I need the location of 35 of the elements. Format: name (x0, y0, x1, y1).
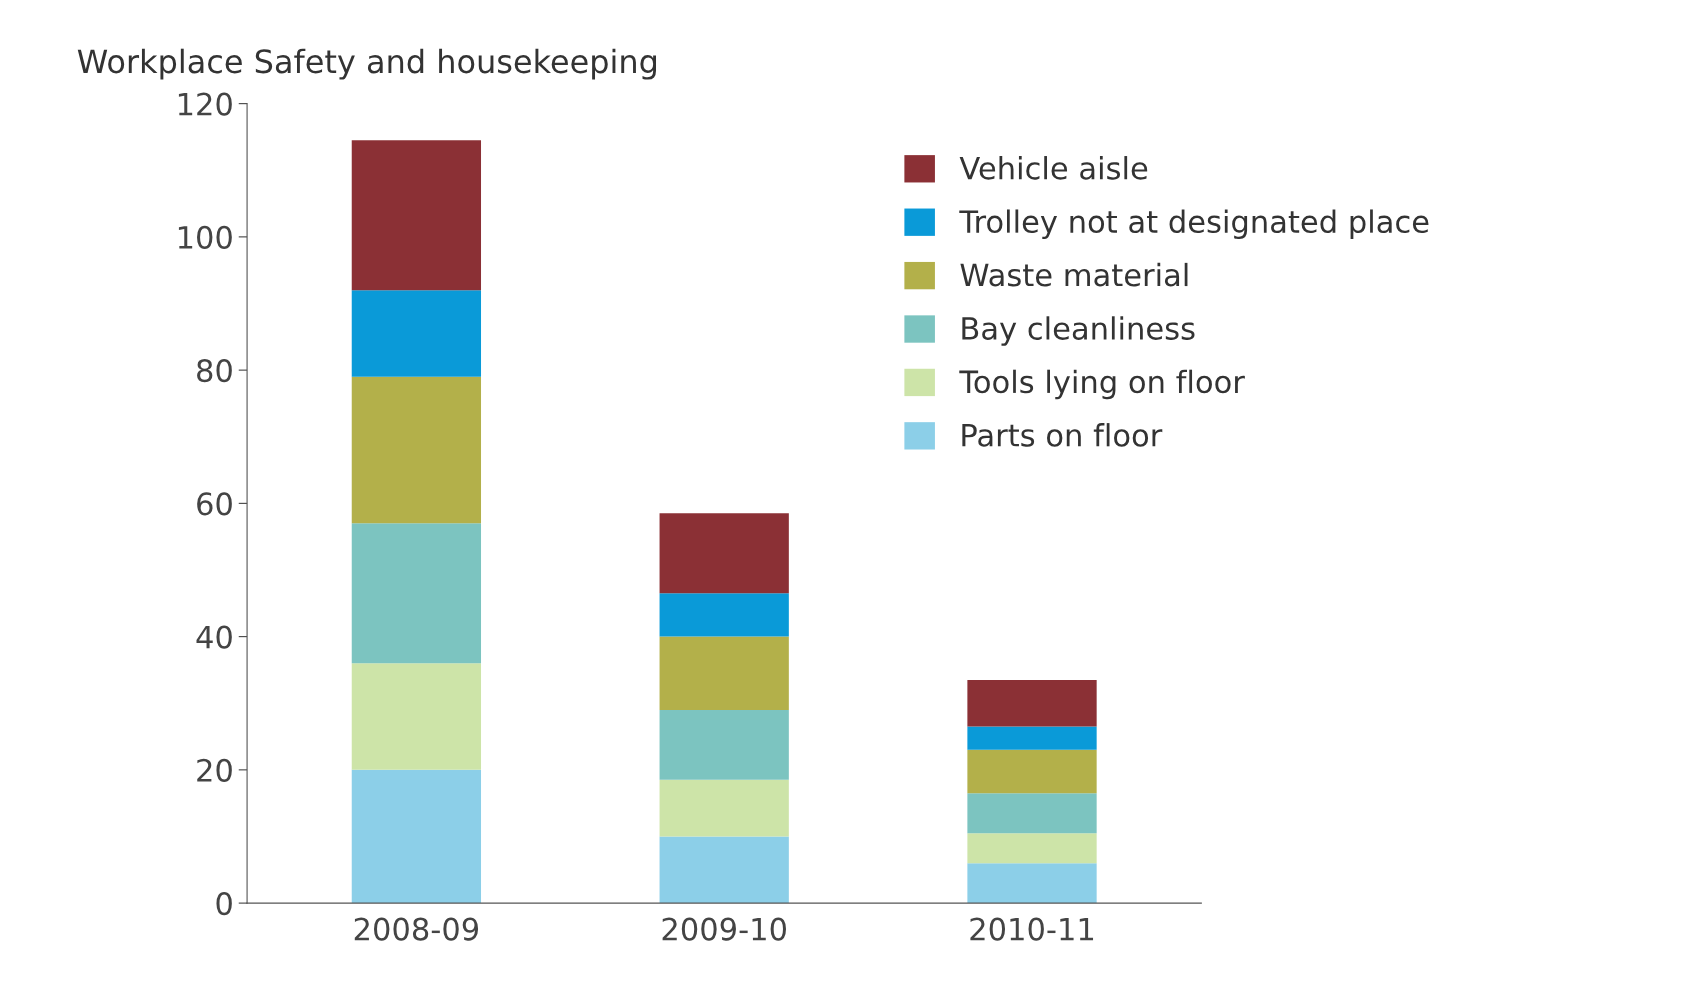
bar (351, 140, 482, 291)
bar (967, 833, 1097, 864)
bar (967, 749, 1097, 794)
y-tick-label: 60 (197, 492, 232, 516)
chart-title: Workplace Safety and housekeeping (77, 48, 657, 80)
legend-label: Trolley not at designated place (959, 209, 1429, 240)
bar (659, 836, 789, 904)
bar (351, 376, 482, 524)
bar (659, 593, 789, 637)
bar (351, 290, 482, 377)
y-tick-label: 0 (216, 892, 232, 916)
y-tick-label: 80 (197, 359, 232, 383)
legend-label: Waste material (960, 262, 1188, 287)
legend-label: Parts on floor (962, 423, 1163, 447)
bar (659, 636, 789, 710)
bar (967, 726, 1097, 750)
x-tick-label: 2008-09 (354, 917, 479, 941)
y-tick-label: 120 (178, 92, 232, 116)
bar (659, 709, 789, 780)
legend-label: Vehicle aisle (959, 156, 1148, 180)
y-tick-label: 20 (197, 758, 232, 782)
y-tick-label: 40 (196, 625, 232, 649)
bar (351, 769, 482, 904)
bar (967, 863, 1097, 904)
legend-label: Bay cleanliness (962, 316, 1195, 346)
bar (351, 523, 482, 664)
bar (659, 779, 789, 837)
bar (351, 663, 482, 770)
legend-label: Tools lying on floor (959, 369, 1245, 400)
bar (659, 513, 789, 594)
bar (967, 679, 1097, 727)
x-tick-label: 2010-11 (970, 917, 1094, 941)
x-tick-label: 2009-10 (662, 917, 786, 941)
y-tick-label: 100 (178, 225, 232, 249)
bar (967, 793, 1097, 834)
